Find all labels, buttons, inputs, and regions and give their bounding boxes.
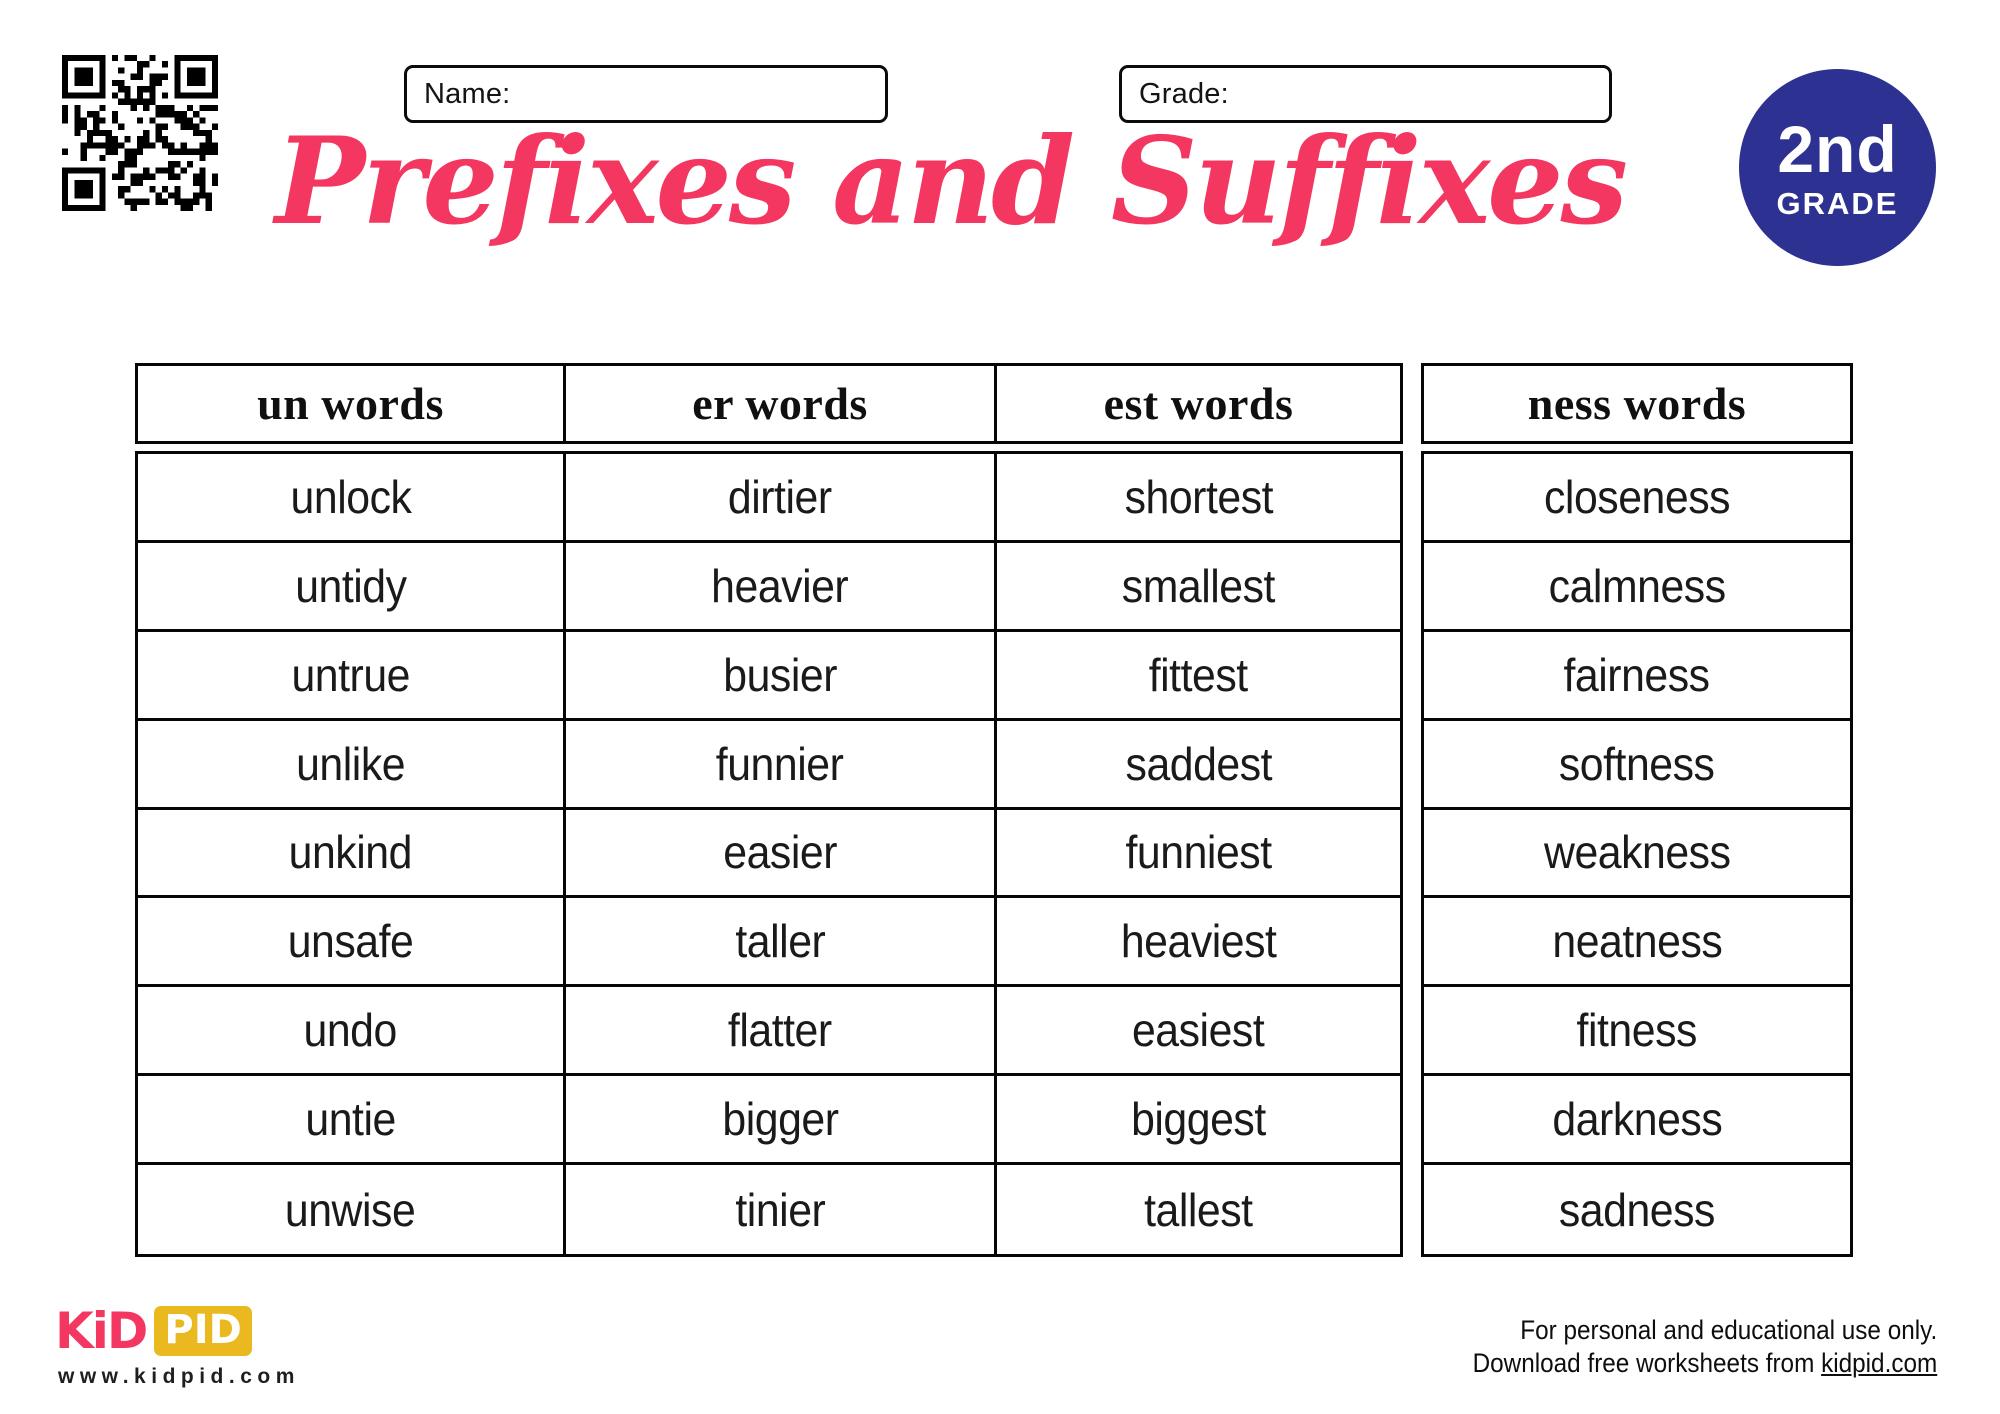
kidpid-logo: KiD PID: [55, 1302, 252, 1360]
table-cell: undo: [138, 987, 566, 1077]
table-cell: easiest: [997, 987, 1400, 1077]
name-label: Name:: [424, 77, 511, 110]
grade-badge: 2nd GRADE: [1739, 69, 1936, 266]
table-header-left: un words er words est words: [135, 363, 1403, 444]
table-cell: fairness: [1424, 632, 1850, 721]
table-cell: tinier: [566, 1165, 997, 1254]
table-cell: funnier: [566, 720, 997, 810]
table-cell: funniest: [997, 810, 1400, 899]
table-cell: untrue: [138, 631, 566, 721]
table-cell: weakness: [1424, 810, 1850, 899]
column-header-er-words: er words: [566, 366, 997, 441]
column-header-ness-words: ness words: [1527, 378, 1747, 429]
table-header-right: ness words: [1421, 363, 1853, 444]
table-cell: saddest: [997, 721, 1400, 810]
table-cell: bigger: [566, 1076, 997, 1166]
table-cell: heaviest: [997, 898, 1400, 988]
qr-finder-top-left: [62, 55, 106, 99]
table-cell: tallest: [1144, 1183, 1253, 1236]
column-header-un-words: un words: [138, 366, 566, 441]
table-cell: smallest: [997, 543, 1400, 632]
page-title: Prefixes and Suffixes: [274, 111, 1628, 252]
table-cell: fittest: [997, 632, 1400, 721]
table-cell: dirtier: [566, 454, 997, 543]
table-cell: sadness: [1558, 1183, 1716, 1236]
table-cell: neatness: [1424, 898, 1850, 988]
table-cell: unsafe: [138, 898, 566, 988]
table-cell: unwise: [138, 1165, 566, 1254]
website-text: www.kidpid.com: [58, 1365, 300, 1388]
table-cell: shortest: [997, 454, 1400, 543]
table-cell: calmness: [1424, 543, 1850, 632]
table-cell: easier: [566, 809, 997, 899]
logo-kid-text: KiD: [55, 1302, 148, 1360]
qr-modules: [62, 55, 218, 211]
table-cell: darkness: [1424, 1076, 1850, 1166]
logo-pid-text: PID: [154, 1306, 252, 1356]
qr-finder-bottom-left: [62, 167, 106, 211]
qr-code: [62, 55, 218, 211]
grade-badge-word: GRADE: [1776, 186, 1899, 221]
name-input[interactable]: Name:: [404, 65, 888, 123]
table-cell: untie: [138, 1076, 566, 1166]
table-cell: busier: [566, 631, 997, 721]
column-header-est-words: est words: [1103, 378, 1294, 429]
table-cell: fitness: [1424, 987, 1850, 1077]
table-body-right: closeness calmness fairness softness wea…: [1421, 451, 1853, 1257]
table-cell: softness: [1424, 721, 1850, 810]
grade-badge-number: 2nd: [1777, 112, 1898, 186]
kidpid-link[interactable]: kidpid.com: [1820, 1347, 1937, 1378]
usage-note: For personal and educational use only. D…: [1472, 1314, 1937, 1380]
table-body-left: unlock dirtier shortest untidy heavier s…: [135, 451, 1403, 1257]
table-cell: unlike: [138, 720, 566, 810]
table-cell: unkind: [138, 809, 566, 899]
table-cell: unlock: [138, 454, 566, 543]
table-cell: taller: [566, 898, 997, 988]
qr-finder-top-right: [174, 55, 218, 99]
table-cell: biggest: [997, 1076, 1400, 1166]
usage-note-line1: For personal and educational use only.: [1520, 1315, 1937, 1345]
table-cell: flatter: [566, 987, 997, 1077]
usage-note-line2: Download free worksheets from kidpid.com: [1472, 1347, 1937, 1378]
grade-label: Grade:: [1139, 77, 1229, 110]
grade-input[interactable]: Grade:: [1119, 65, 1612, 123]
table-cell: heavier: [566, 542, 997, 632]
table-cell: closeness: [1424, 454, 1850, 543]
table-cell: untidy: [138, 542, 566, 632]
